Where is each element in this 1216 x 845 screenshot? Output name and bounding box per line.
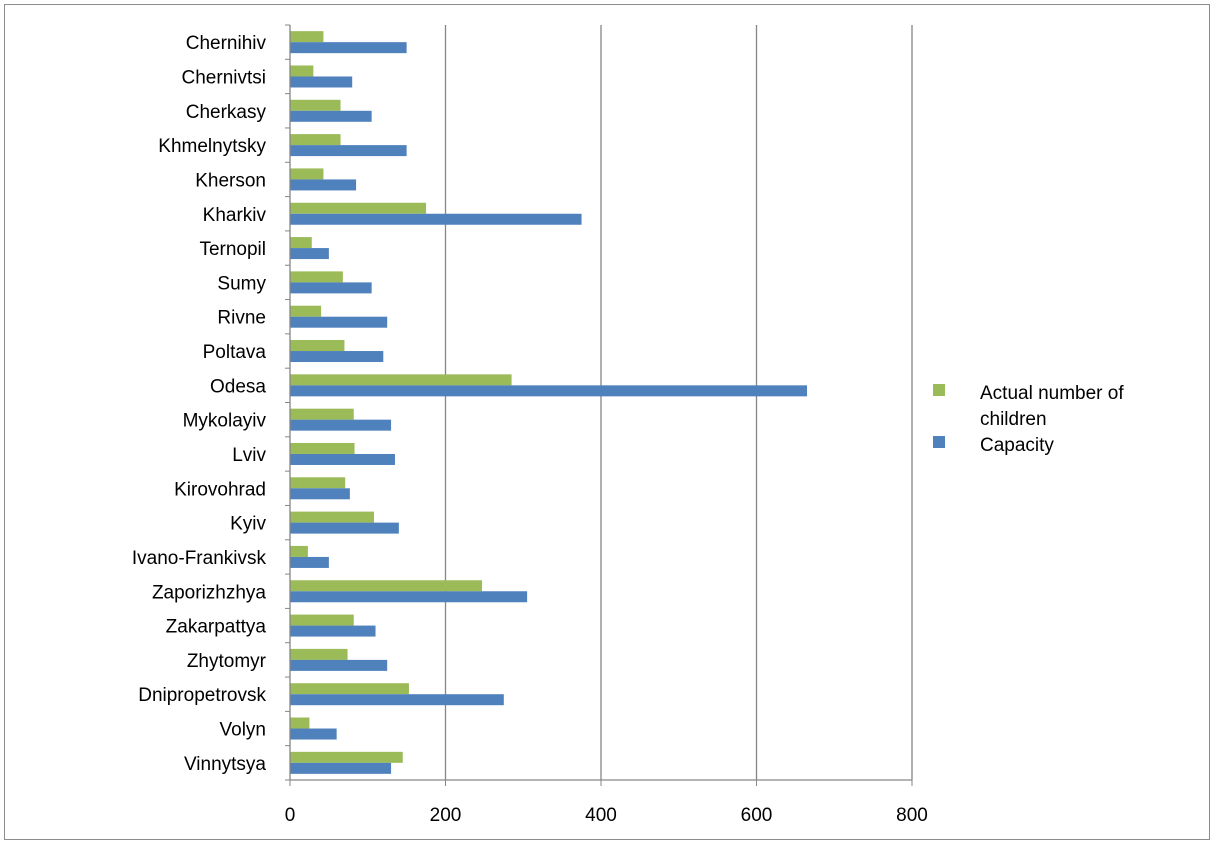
bar-actual-2 <box>290 99 341 111</box>
bar-capacity-17 <box>290 625 376 637</box>
category-label: Chernihiv <box>186 33 267 54</box>
bar-actual-18 <box>290 648 348 660</box>
category-label: Ternopil <box>199 239 266 260</box>
bar-actual-7 <box>290 271 343 283</box>
bar-actual-0 <box>290 31 324 43</box>
x-tick-label: 600 <box>741 805 773 826</box>
category-label: Kyiv <box>230 514 266 535</box>
category-label: Ivano-Frankivsk <box>132 548 267 569</box>
bar-capacity-15 <box>290 556 329 568</box>
category-label: Kherson <box>195 170 266 191</box>
bar-actual-15 <box>290 545 308 557</box>
category-label: Poltava <box>203 342 267 363</box>
bar-capacity-21 <box>290 762 392 774</box>
bar-capacity-9 <box>290 351 384 363</box>
legend-label: Actual number of <box>980 383 1124 404</box>
bar-capacity-10 <box>290 385 808 397</box>
bar-capacity-5 <box>290 213 582 225</box>
bar-actual-20 <box>290 717 310 729</box>
category-label: Lviv <box>232 445 266 466</box>
bar-actual-4 <box>290 168 324 180</box>
bar-capacity-13 <box>290 488 350 500</box>
bars <box>290 31 808 774</box>
bar-capacity-18 <box>290 659 388 671</box>
bar-capacity-0 <box>290 42 407 54</box>
x-tick-label: 400 <box>585 805 617 826</box>
x-tick-label: 0 <box>285 805 296 826</box>
bar-actual-14 <box>290 511 374 523</box>
bar-capacity-3 <box>290 145 407 157</box>
x-tick-labels: 0 200 400 600 800 <box>285 805 928 826</box>
legend-label: Capacity <box>980 435 1054 456</box>
bar-actual-3 <box>290 134 341 146</box>
bar-actual-11 <box>290 408 354 420</box>
bar-actual-8 <box>290 305 322 317</box>
bar-capacity-12 <box>290 453 395 465</box>
bar-capacity-16 <box>290 591 528 603</box>
bar-actual-6 <box>290 237 312 249</box>
axes <box>285 24 913 786</box>
bar-actual-19 <box>290 683 409 695</box>
bar-actual-10 <box>290 374 512 386</box>
bar-capacity-7 <box>290 282 372 294</box>
category-label: Zakarpattya <box>166 617 267 638</box>
chart-frame <box>4 4 1210 840</box>
bar-actual-17 <box>290 614 354 626</box>
category-label: Vinnytsya <box>184 754 266 775</box>
legend-swatch-capacity <box>933 436 945 448</box>
bar-capacity-20 <box>290 728 337 740</box>
category-label: Zhytomyr <box>187 651 267 672</box>
bar-capacity-2 <box>290 110 372 122</box>
category-label: Kharkiv <box>203 205 267 226</box>
bar-capacity-1 <box>290 76 353 88</box>
gridlines <box>444 25 913 780</box>
category-label: Kirovohrad <box>174 479 266 500</box>
legend-swatch-actual <box>933 384 945 396</box>
bar-capacity-4 <box>290 179 357 191</box>
bar-actual-16 <box>290 580 483 592</box>
category-label: Zaporizhzhya <box>152 582 266 603</box>
bar-actual-5 <box>290 202 427 214</box>
category-label: Rivne <box>217 308 266 329</box>
category-label: Sumy <box>217 273 266 294</box>
x-tick-label: 200 <box>430 805 462 826</box>
category-label: Chernivtsi <box>182 67 266 88</box>
bar-actual-9 <box>290 340 345 352</box>
category-label: Dnipropetrovsk <box>138 685 266 706</box>
bar-capacity-6 <box>290 248 329 260</box>
legend: Actual number of children Capacity <box>933 383 1124 456</box>
bar-actual-12 <box>290 442 355 454</box>
bar-actual-1 <box>290 65 314 77</box>
bar-capacity-19 <box>290 694 504 706</box>
x-tick-label: 800 <box>896 805 928 826</box>
category-label: Mykolayiv <box>183 411 267 432</box>
bar-capacity-8 <box>290 316 388 328</box>
category-label: Odesa <box>210 376 266 397</box>
category-label: Cherkasy <box>186 102 267 123</box>
category-labels: Chernihiv Chernivtsi Cherkasy Khmelnytsky Kh… <box>132 33 267 775</box>
bar-capacity-11 <box>290 419 392 431</box>
bar-actual-21 <box>290 751 403 763</box>
category-label: Volyn <box>220 720 266 741</box>
category-label: Khmelnytsky <box>158 136 266 157</box>
bar-actual-13 <box>290 477 346 489</box>
legend-label: children <box>980 409 1047 430</box>
bar-capacity-14 <box>290 522 399 534</box>
